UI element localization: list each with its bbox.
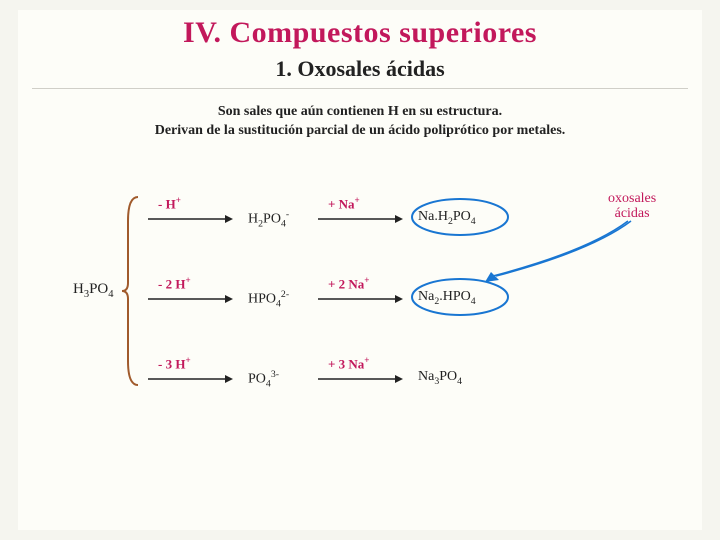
- starting-compound: H3PO4: [73, 281, 114, 300]
- remove-label-1: - 2 H+: [158, 275, 191, 292]
- reaction-diagram: H3PO4 - H+ H2PO4- + Na+ Na.H2PO4 - 2 H+ HPO42-…: [18, 161, 702, 481]
- intermediate-0: H2PO4-: [248, 209, 289, 229]
- intermediate-2: PO43-: [248, 369, 279, 389]
- side-line2: ácidas: [615, 206, 650, 221]
- intermediate-1: HPO42-: [248, 289, 289, 309]
- add-label-0: + Na+: [328, 195, 360, 212]
- product-0: Na.H2PO4: [418, 209, 476, 227]
- remove-label-2: - 3 H+: [158, 355, 191, 372]
- side-line1: oxosales: [608, 191, 656, 206]
- desc-line2: Derivan de la sustitución parcial de un …: [155, 123, 566, 138]
- desc-line1: Son sales que aún contienen H en su estr…: [218, 104, 502, 119]
- side-label: oxosalesácidas: [608, 191, 656, 222]
- main-title: IV. Compuestos superiores: [18, 16, 702, 50]
- description: Son sales que aún contienen H en su estr…: [18, 103, 702, 141]
- add-label-1: + 2 Na+: [328, 275, 369, 292]
- remove-label-0: - H+: [158, 195, 181, 212]
- diagram-svg: [18, 161, 702, 481]
- product-2: Na3PO4: [418, 369, 462, 387]
- product-1: Na2.HPO4: [418, 289, 476, 307]
- add-label-2: + 3 Na+: [328, 355, 369, 372]
- subtitle: 1. Oxosales ácidas: [32, 56, 689, 89]
